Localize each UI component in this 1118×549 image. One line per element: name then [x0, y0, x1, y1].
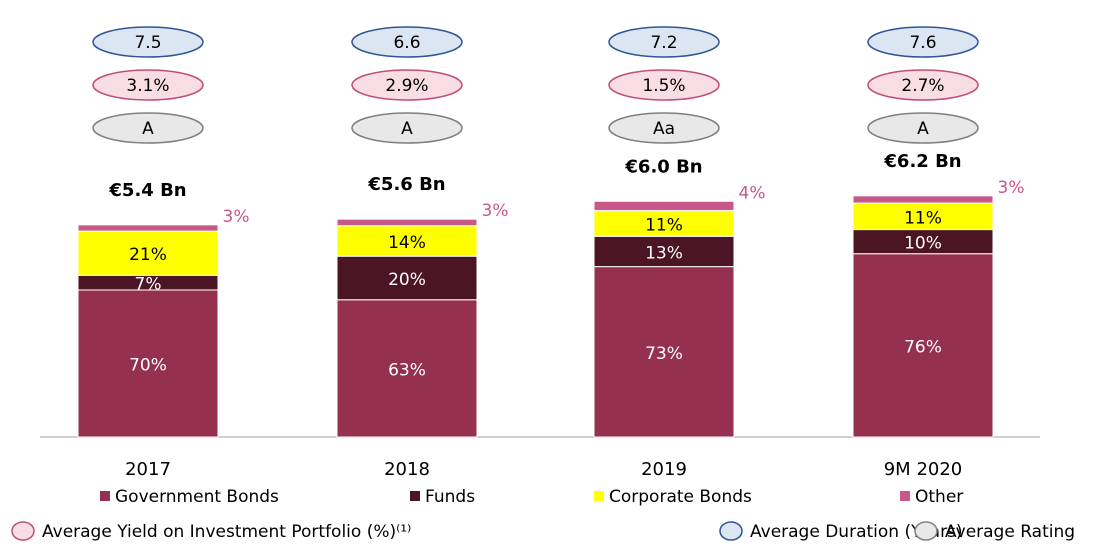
data-label: 11% — [645, 215, 683, 235]
indicator-badge — [608, 69, 720, 101]
indicator-label: 2.9% — [385, 76, 428, 96]
indicator-badge — [351, 112, 463, 144]
indicator-badge — [351, 26, 463, 58]
indicator-label: 7.2 — [650, 33, 677, 53]
bar-segment — [336, 218, 478, 227]
legend-swatch — [410, 491, 420, 501]
bar-segment — [336, 225, 478, 257]
data-label: 70% — [129, 355, 167, 375]
indicator-label: Aa — [653, 119, 675, 139]
indicator-label: 7.6 — [909, 33, 936, 53]
indicator-badge — [867, 112, 979, 144]
data-label: 20% — [388, 270, 426, 290]
data-label: 76% — [904, 337, 942, 357]
x-tick-label: 9M 2020 — [884, 459, 963, 480]
data-label: 63% — [388, 360, 426, 380]
legend-label: Average Rating — [945, 522, 1075, 542]
data-label: 10% — [904, 234, 942, 254]
total-label: €5.4 Bn — [108, 180, 186, 201]
legend-label: Average Duration (Years) — [750, 522, 963, 542]
indicator-badge — [92, 112, 204, 144]
legend-label: Other — [915, 487, 963, 507]
total-label: €6.0 Bn — [624, 156, 702, 177]
data-label: 3% — [998, 178, 1025, 198]
x-tick-label: 2017 — [125, 459, 171, 480]
x-tick-label: 2019 — [641, 459, 687, 480]
data-label: 3% — [482, 201, 509, 221]
indicator-label: 7.5 — [134, 33, 161, 53]
data-label: 73% — [645, 344, 683, 364]
legend-label: Funds — [425, 487, 475, 507]
indicator-label: 1.5% — [642, 76, 685, 96]
legend-swatch — [900, 491, 910, 501]
data-label: 7% — [135, 275, 162, 295]
indicator-label: A — [401, 119, 413, 139]
data-label: 3% — [223, 207, 250, 227]
bar-segment — [336, 299, 478, 438]
bar-segment — [336, 255, 478, 301]
legend-label: Average Yield on Investment Portfolio (%… — [42, 522, 411, 542]
indicator-badge — [92, 69, 204, 101]
bar-segment — [852, 202, 994, 231]
bar-segment — [77, 230, 219, 276]
data-label: 11% — [904, 208, 942, 228]
indicator-label: 3.1% — [126, 76, 169, 96]
legend-swatch — [594, 491, 604, 501]
indicator-label: 6.6 — [393, 33, 420, 53]
indicator-label: 2.7% — [901, 76, 944, 96]
bar-segment — [852, 195, 994, 204]
legend-badge — [719, 521, 743, 541]
data-label: 14% — [388, 233, 426, 253]
bar-segment — [593, 235, 735, 268]
bar-segment — [593, 266, 735, 438]
bar-segment — [593, 200, 735, 212]
x-tick-label: 2018 — [384, 459, 430, 480]
indicator-badge — [867, 26, 979, 58]
legend-badge — [11, 521, 35, 541]
data-label: 21% — [129, 245, 167, 265]
total-label: €5.6 Bn — [367, 174, 445, 195]
legend-label: Corporate Bonds — [609, 487, 752, 507]
indicator-badge — [608, 112, 720, 144]
bar-segment — [77, 224, 219, 232]
indicator-label: A — [142, 119, 154, 139]
bar-segment — [77, 289, 219, 438]
indicator-badge — [867, 69, 979, 101]
data-label: 13% — [645, 243, 683, 263]
legend-badge — [914, 521, 938, 541]
legend-swatch — [100, 491, 110, 501]
indicator-badge — [92, 26, 204, 58]
indicator-label: A — [917, 119, 929, 139]
indicator-badge — [351, 69, 463, 101]
data-label: 4% — [739, 183, 766, 203]
bar-segment — [852, 229, 994, 255]
legend-label: Government Bonds — [115, 487, 279, 507]
total-label: €6.2 Bn — [883, 151, 961, 172]
indicator-badge — [608, 26, 720, 58]
bar-segment — [852, 253, 994, 438]
